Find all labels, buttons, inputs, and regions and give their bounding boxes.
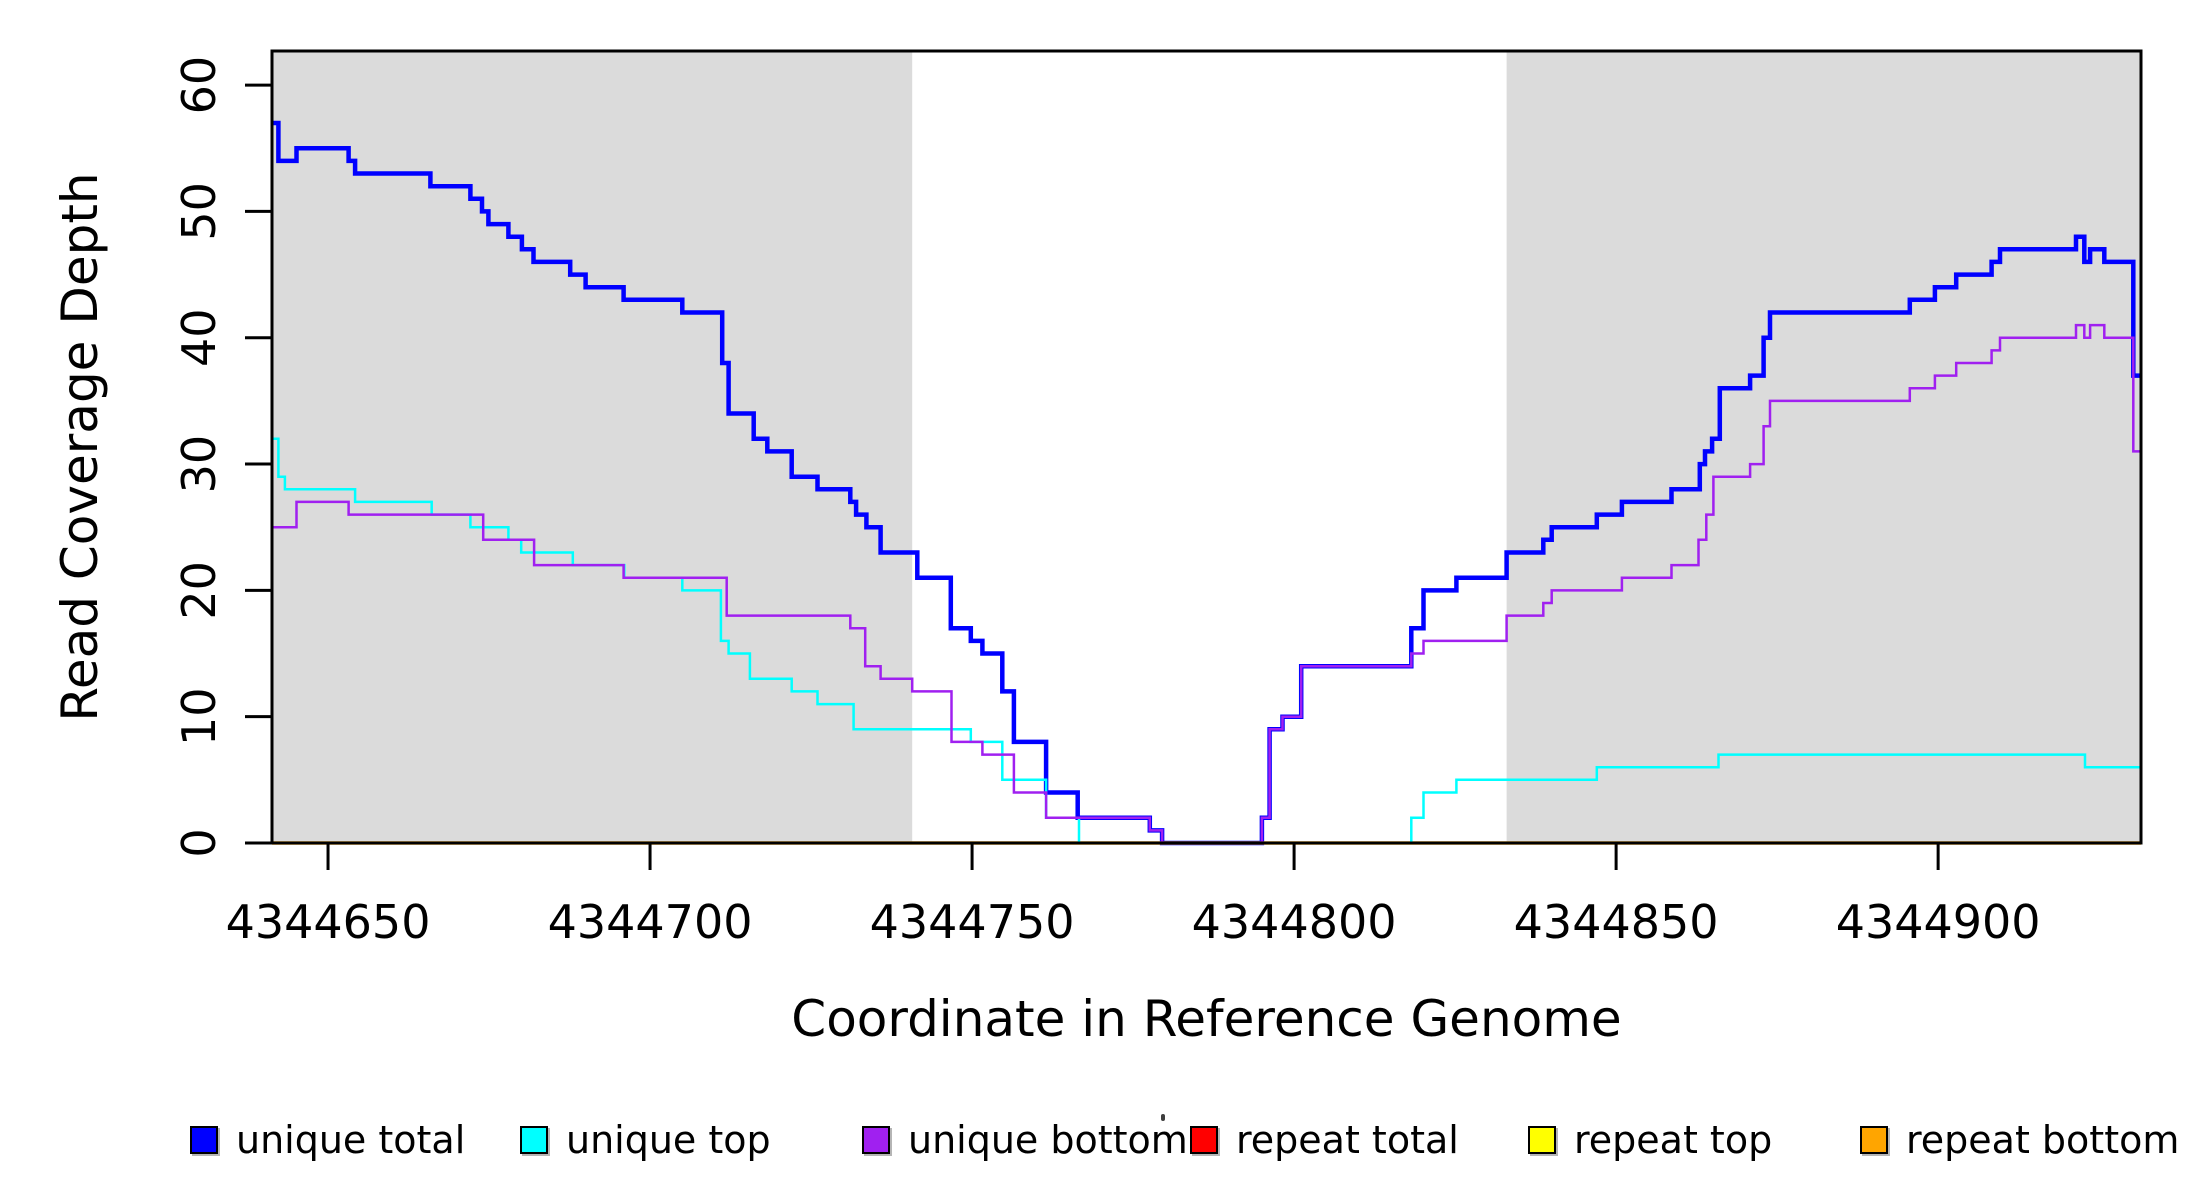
legend-label: repeat top xyxy=(1574,1118,1773,1162)
y-tick-label: 50 xyxy=(172,182,226,241)
legend-label: unique bottom xyxy=(908,1118,1188,1162)
y-tick-label: 10 xyxy=(172,687,226,746)
legend-item-unique-top: unique top xyxy=(520,1118,771,1162)
legend-label: unique top xyxy=(566,1118,771,1162)
y-tick-label: 60 xyxy=(172,56,226,115)
legend-artifact-dot xyxy=(1161,1114,1165,1121)
legend-item-unique-total: unique total xyxy=(190,1118,465,1162)
x-axis-title: Coordinate in Reference Genome xyxy=(791,990,1622,1048)
x-tick-label: 4344700 xyxy=(548,895,753,949)
repeat-top-swatch-icon xyxy=(1528,1126,1556,1154)
series-unique-total-line xyxy=(272,120,2141,846)
legend-item-repeat-total: repeat total xyxy=(1190,1118,1459,1162)
legend-item-repeat-bottom: repeat bottom xyxy=(1860,1118,2179,1162)
y-tick-label: 40 xyxy=(172,308,226,367)
x-tick-label: 4344850 xyxy=(1514,895,1719,949)
y-axis-title: Read Coverage Depth xyxy=(51,172,109,722)
unique-top-swatch-icon xyxy=(520,1126,548,1154)
series-unique-bottom-line xyxy=(272,323,2141,845)
legend-label: repeat total xyxy=(1236,1118,1459,1162)
y-tick-label: 0 xyxy=(172,828,226,857)
repeat-bottom-swatch-icon xyxy=(1860,1126,1888,1154)
legend-label: repeat bottom xyxy=(1906,1118,2180,1162)
shaded-region-1 xyxy=(272,51,913,843)
x-tick-label: 4344750 xyxy=(870,895,1075,949)
legend-item-unique-bottom: unique bottom xyxy=(862,1118,1188,1162)
legend-item-repeat-top: repeat top xyxy=(1528,1118,1772,1162)
y-tick-label: 30 xyxy=(172,435,226,494)
legend-label: unique total xyxy=(236,1118,466,1162)
y-tick-label: 20 xyxy=(172,561,226,620)
unique-bottom-swatch-icon xyxy=(862,1126,890,1154)
repeat-total-swatch-icon xyxy=(1190,1126,1218,1154)
unique-total-swatch-icon xyxy=(190,1126,218,1154)
x-tick-label: 4344900 xyxy=(1836,895,2041,949)
plot-box xyxy=(270,49,2143,845)
x-tick-label: 4344800 xyxy=(1192,895,1397,949)
x-tick-label: 4344650 xyxy=(226,895,431,949)
shaded-region-2 xyxy=(1506,51,2141,843)
